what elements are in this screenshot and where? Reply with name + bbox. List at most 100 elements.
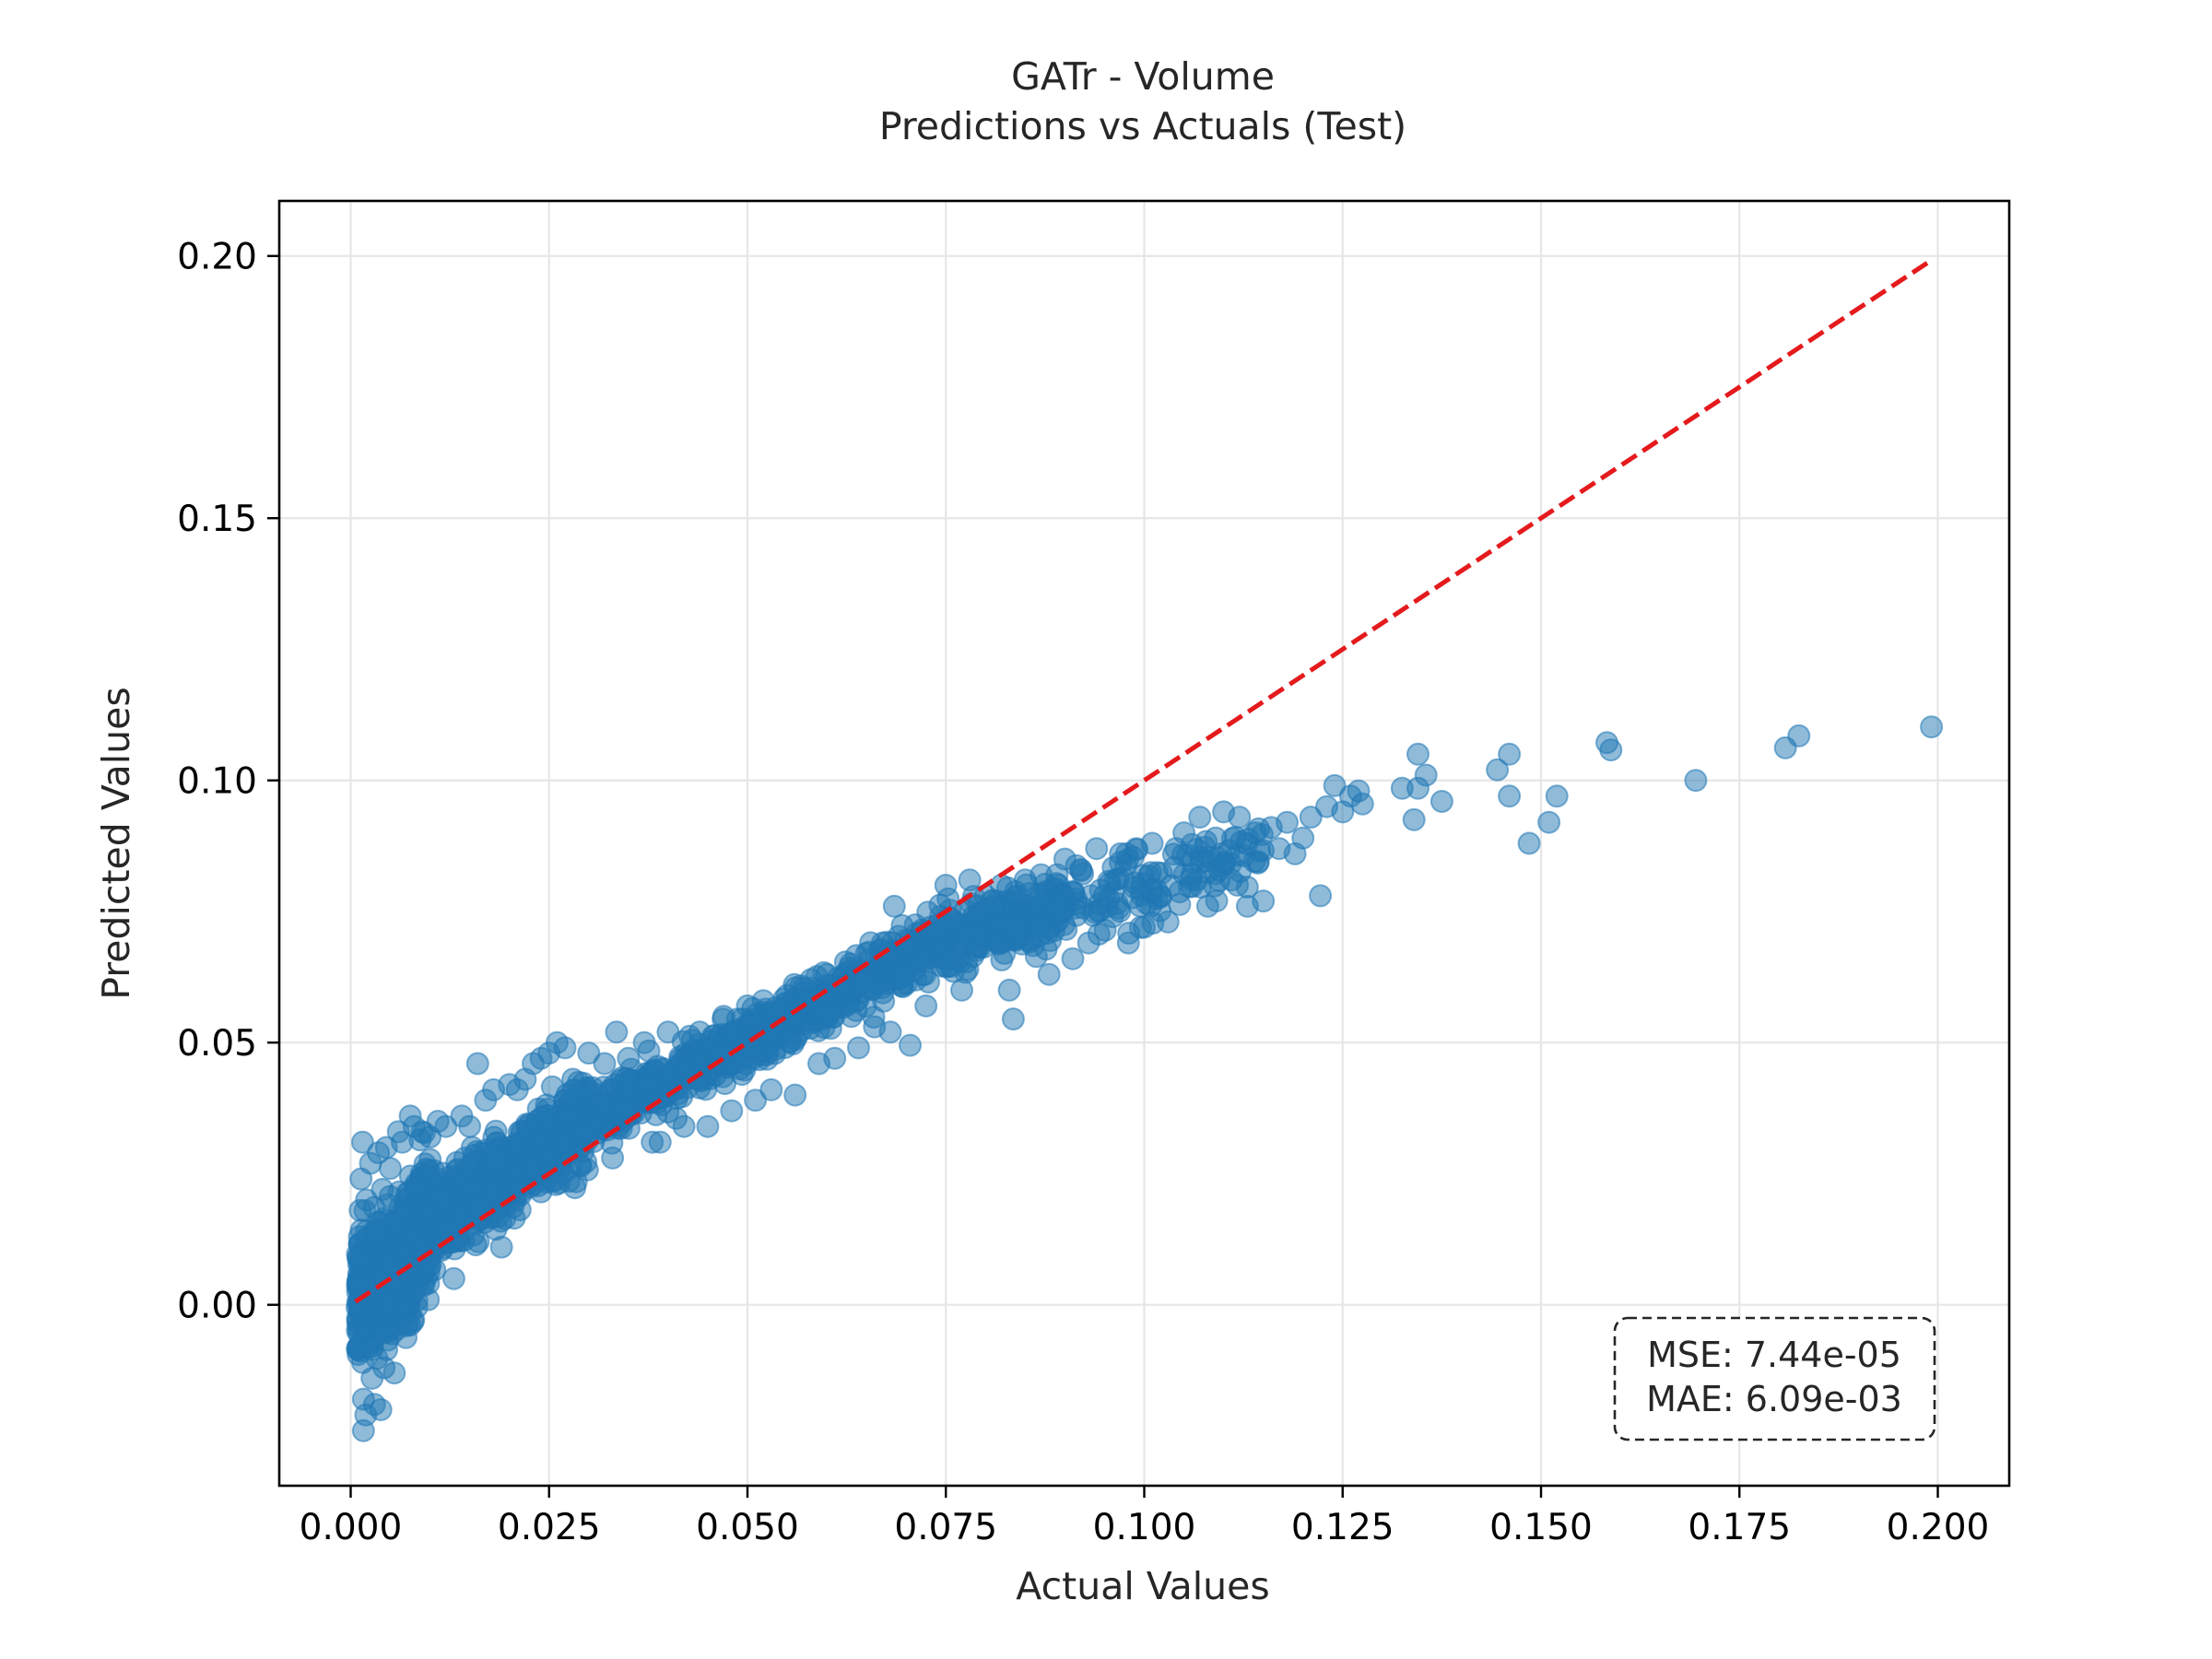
- mse-text: MSE: 7.44e-05: [1647, 1335, 1901, 1375]
- data-point: [1140, 831, 1164, 855]
- data-point: [982, 894, 1006, 918]
- data-point: [934, 874, 958, 897]
- y-tick-label-0: 0.00: [177, 1286, 257, 1327]
- data-point: [394, 1314, 418, 1337]
- data-point: [914, 994, 938, 1018]
- data-point: [1172, 821, 1196, 845]
- data-point: [1402, 807, 1426, 831]
- data-point: [815, 962, 839, 986]
- data-point: [480, 1181, 504, 1205]
- data-point: [1180, 863, 1204, 887]
- data-point: [601, 1146, 625, 1170]
- data-point: [696, 1114, 720, 1138]
- data-point: [1406, 776, 1430, 800]
- data-point: [1537, 810, 1561, 834]
- chart-subtitle: Predictions vs Actuals (Test): [879, 104, 1406, 148]
- data-point: [364, 1219, 388, 1243]
- scatter-points: [345, 715, 1944, 1442]
- data-point: [997, 978, 1021, 1002]
- data-point: [1116, 931, 1140, 955]
- data-point: [434, 1114, 458, 1138]
- data-point: [382, 1361, 406, 1385]
- data-point: [429, 1186, 453, 1210]
- data-point: [950, 978, 973, 1002]
- data-point: [1920, 715, 1944, 739]
- data-point: [1309, 884, 1333, 908]
- data-point: [759, 1077, 783, 1101]
- data-point: [751, 989, 775, 1013]
- data-point: [783, 1083, 807, 1107]
- data-point: [485, 1149, 508, 1173]
- data-point: [605, 1020, 629, 1044]
- data-point: [1100, 905, 1124, 929]
- x-tick-label-5: 0.125: [1291, 1507, 1394, 1548]
- data-point: [823, 1046, 847, 1070]
- data-point: [1053, 847, 1077, 871]
- reference-line-group: [354, 259, 1932, 1304]
- data-point: [1406, 742, 1430, 766]
- data-point: [878, 1020, 902, 1044]
- data-point: [355, 1188, 379, 1212]
- y-tick-label-2: 0.10: [177, 761, 257, 803]
- x-tick-label-4: 0.100: [1093, 1507, 1196, 1548]
- data-point: [369, 1398, 393, 1421]
- data-point: [1498, 742, 1522, 766]
- data-point: [1085, 837, 1109, 861]
- grid: [279, 201, 2009, 1486]
- data-point: [379, 1289, 402, 1313]
- data-point: [1001, 1007, 1025, 1031]
- data-point: [822, 1005, 846, 1029]
- data-point: [1092, 884, 1116, 908]
- data-point: [417, 1159, 441, 1182]
- data-point: [519, 1157, 543, 1180]
- data-point: [942, 910, 966, 934]
- data-point: [555, 1102, 579, 1126]
- x-tick-label-8: 0.200: [1887, 1507, 1990, 1548]
- data-point: [1021, 934, 1045, 958]
- data-point: [1787, 724, 1811, 747]
- data-point: [405, 1176, 428, 1200]
- data-point: [593, 1052, 617, 1076]
- data-point: [371, 1178, 394, 1201]
- x-axis-label: Actual Values: [1016, 1564, 1269, 1608]
- data-point: [465, 1052, 489, 1076]
- data-point: [1486, 758, 1510, 782]
- data-point: [712, 1005, 735, 1029]
- reference-line: [354, 259, 1932, 1304]
- data-point: [688, 1076, 712, 1100]
- y-axis-label: Predicted Values: [94, 687, 138, 999]
- data-point: [763, 1041, 787, 1065]
- data-point: [926, 921, 950, 945]
- data-point: [632, 1030, 656, 1054]
- data-point: [1195, 894, 1219, 918]
- data-point: [1252, 889, 1276, 913]
- x-tick-label-3: 0.075: [894, 1507, 997, 1548]
- data-point: [1545, 784, 1569, 808]
- data-point: [657, 1063, 681, 1087]
- data-point: [775, 983, 799, 1007]
- data-point: [445, 1150, 469, 1174]
- data-point: [416, 1201, 440, 1225]
- y-tick-label-3: 0.15: [177, 499, 257, 540]
- data-point: [1430, 790, 1453, 813]
- data-point: [1350, 792, 1374, 816]
- data-point: [505, 1134, 529, 1158]
- data-point: [1156, 910, 1180, 934]
- x-tick-label-2: 0.050: [696, 1507, 799, 1548]
- data-point: [966, 905, 990, 929]
- data-point: [1037, 962, 1061, 986]
- data-point: [345, 1296, 369, 1319]
- x-tick-label-6: 0.150: [1489, 1507, 1593, 1548]
- data-point: [844, 998, 868, 1022]
- data-point: [571, 1120, 594, 1144]
- data-point: [1188, 806, 1212, 830]
- data-point: [346, 1272, 370, 1296]
- data-point: [1204, 826, 1228, 850]
- data-point: [486, 1205, 510, 1229]
- data-point: [1323, 773, 1347, 797]
- data-point: [1077, 931, 1100, 955]
- data-point: [1684, 769, 1708, 793]
- data-point: [911, 949, 935, 973]
- stats-box-frame: [1613, 1316, 1936, 1441]
